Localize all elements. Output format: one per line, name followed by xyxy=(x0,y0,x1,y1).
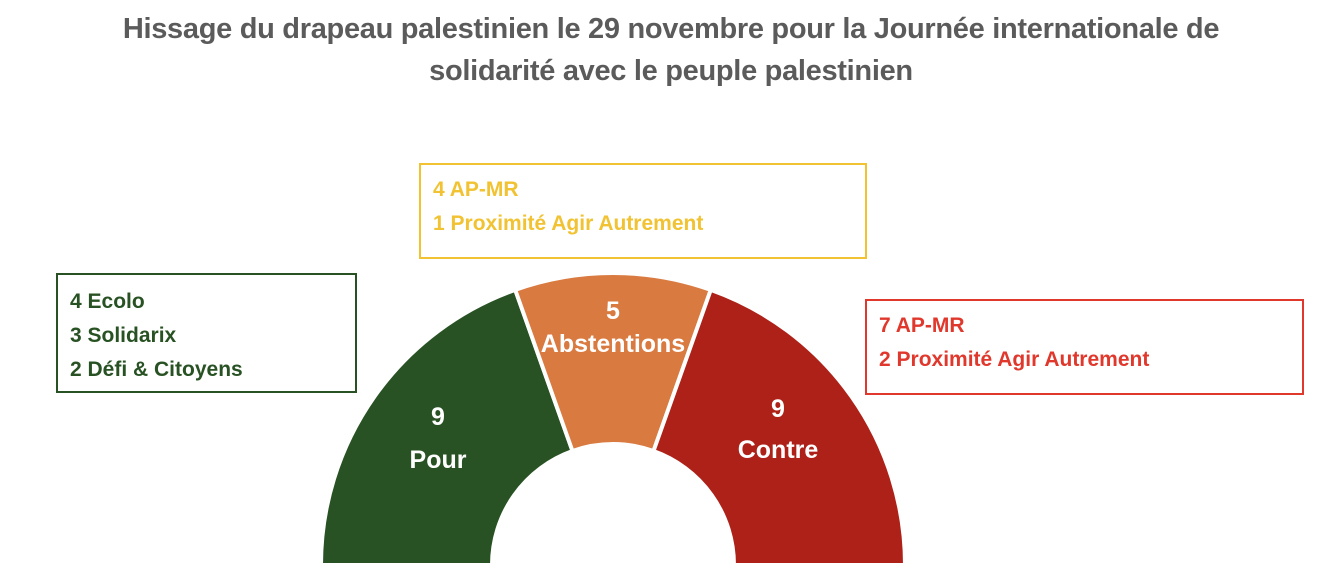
abstentions-breakdown-item: 1 Proximité Agir Autrement xyxy=(433,212,704,235)
contre-breakdown-box: 7 AP-MR 2 Proximité Agir Autrement xyxy=(865,299,1304,395)
abstentions-breakdown-box: 4 AP-MR 1 Proximité Agir Autrement xyxy=(419,163,867,259)
contre-value-label: 9 xyxy=(771,395,785,423)
segment-pour xyxy=(318,287,576,567)
chart-title: Hissage du drapeau palestinien le 29 nov… xyxy=(0,8,1342,92)
title-line-2: solidarité avec le peuple palestinien xyxy=(429,55,913,87)
segment-contre xyxy=(650,287,908,567)
title-line-1: Hissage du drapeau palestinien le 29 nov… xyxy=(122,13,1220,45)
pour-value-label: 9 xyxy=(431,403,445,431)
segment-abstentions xyxy=(512,271,714,454)
pour-category-label: Pour xyxy=(410,446,467,474)
contre-breakdown-item: 2 Proximité Agir Autrement xyxy=(879,348,1150,371)
pour-breakdown-item: 4 Ecolo xyxy=(70,290,145,313)
abstentions-category-label: Abstentions xyxy=(541,330,685,358)
abstentions-breakdown-item: 4 AP-MR xyxy=(433,178,519,201)
pour-breakdown-box: 4 Ecolo 3 Solidarix 2 Défi & Citoyens xyxy=(56,273,357,393)
pour-breakdown-item: 3 Solidarix xyxy=(70,324,177,347)
contre-category-label: Contre xyxy=(738,436,819,464)
contre-breakdown-item: 7 AP-MR xyxy=(879,314,965,337)
abstentions-value-label: 5 xyxy=(606,297,620,325)
pour-breakdown-item: 2 Défi & Citoyens xyxy=(70,358,243,381)
